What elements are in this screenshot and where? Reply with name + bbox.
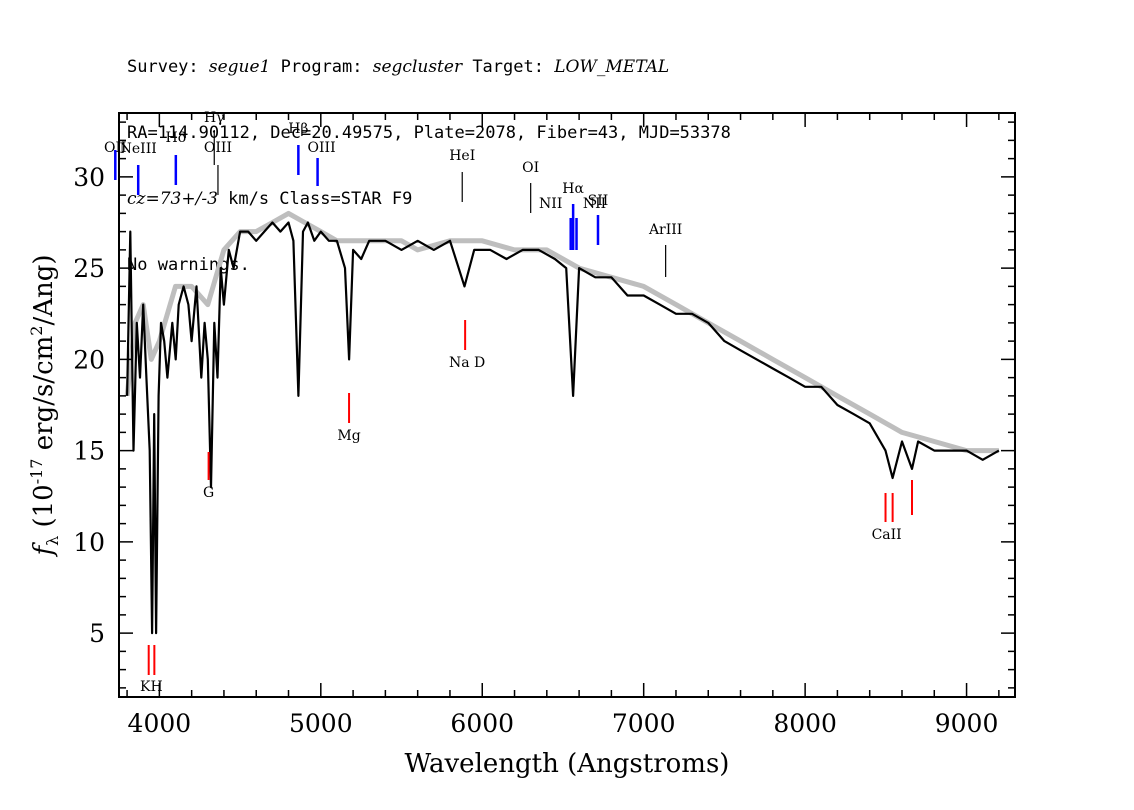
model-series-line [124, 210, 999, 454]
survey-value: segue1 [208, 57, 271, 77]
class-text: km/s Class=STAR F9 [217, 189, 413, 209]
flux-series-line [126, 221, 1000, 635]
x-tick-label: 4000 [128, 709, 192, 738]
emission-line-label: HeI [449, 148, 475, 164]
emission-line-label: Hδ [166, 130, 187, 146]
model-layer [124, 210, 999, 454]
y-axis-label: fλ (10-17 erg/s/cm2/Ang) [27, 254, 62, 557]
header-line-3: cz=73+/-3 km/s Class=STAR F9 [127, 188, 731, 210]
header-line-1: Survey: segue1 Program: segcluster Targe… [127, 56, 731, 78]
flux-layer [126, 221, 1000, 635]
spectrum-header: Survey: segue1 Program: segcluster Targe… [127, 12, 731, 298]
y-tick-label: 5 [89, 619, 105, 648]
absorption-line-label: KH [140, 679, 163, 695]
y-label-lambda: λ [43, 536, 62, 546]
program-label: Program: [270, 57, 373, 77]
program-value: segcluster [372, 57, 463, 77]
emission-line-label: SII [588, 193, 609, 209]
absorption-line-label: Na D [449, 355, 485, 371]
y-label-exp: -17 [27, 459, 46, 485]
y-label-main: (10 [29, 484, 59, 536]
emission-line-label: NII [539, 196, 562, 212]
redshift-value: cz=73+/-3 [127, 189, 218, 209]
emission-line-label: OII [104, 140, 127, 156]
absorption-line-label: G [203, 485, 214, 501]
y-tick-label: 10 [73, 528, 105, 557]
emission-line-label: OIII [204, 140, 232, 156]
target-label: Target: [462, 57, 555, 77]
target-value: LOW_METAL [554, 57, 670, 77]
emission-line-label: OI [522, 160, 539, 176]
x-tick-label: 7000 [612, 709, 676, 738]
absorption-line-label: Mg [337, 428, 360, 444]
y-label-exp2: 2 [27, 326, 46, 336]
y-tick-label: 25 [73, 254, 105, 283]
y-tick-label: 30 [73, 163, 105, 192]
y-label-end: /Ang) [29, 254, 59, 325]
x-tick-label: 6000 [450, 709, 514, 738]
axis-ticks: 4000 5000 6000 7000 8000 9000 5 10 15 20 25 30 [73, 113, 1015, 738]
emission-line-label: NeIII [120, 141, 157, 157]
absorption-line-label: CaII [872, 527, 902, 543]
emission-line-label: OIII [308, 140, 336, 156]
emission-line-label: Hβ [288, 121, 308, 137]
x-tick-label: 9000 [935, 709, 999, 738]
emission-line-label: NII [583, 196, 606, 212]
x-tick-label: 5000 [289, 709, 353, 738]
x-tick-label: 8000 [773, 709, 837, 738]
emission-line-label: ArIII [648, 222, 682, 238]
plot-frame [118, 112, 1016, 698]
y-tick-label: 20 [73, 345, 105, 374]
header-line-2: RA=114.90112, Dec=20.49575, Plate=2078, … [127, 123, 731, 143]
survey-label: Survey: [127, 57, 209, 77]
y-label-units: erg/s/cm [29, 336, 59, 459]
y-tick-label: 15 [73, 437, 105, 466]
emission-line-label: Hα [562, 181, 584, 197]
x-axis-label: Wavelength (Angstroms) [405, 749, 730, 779]
